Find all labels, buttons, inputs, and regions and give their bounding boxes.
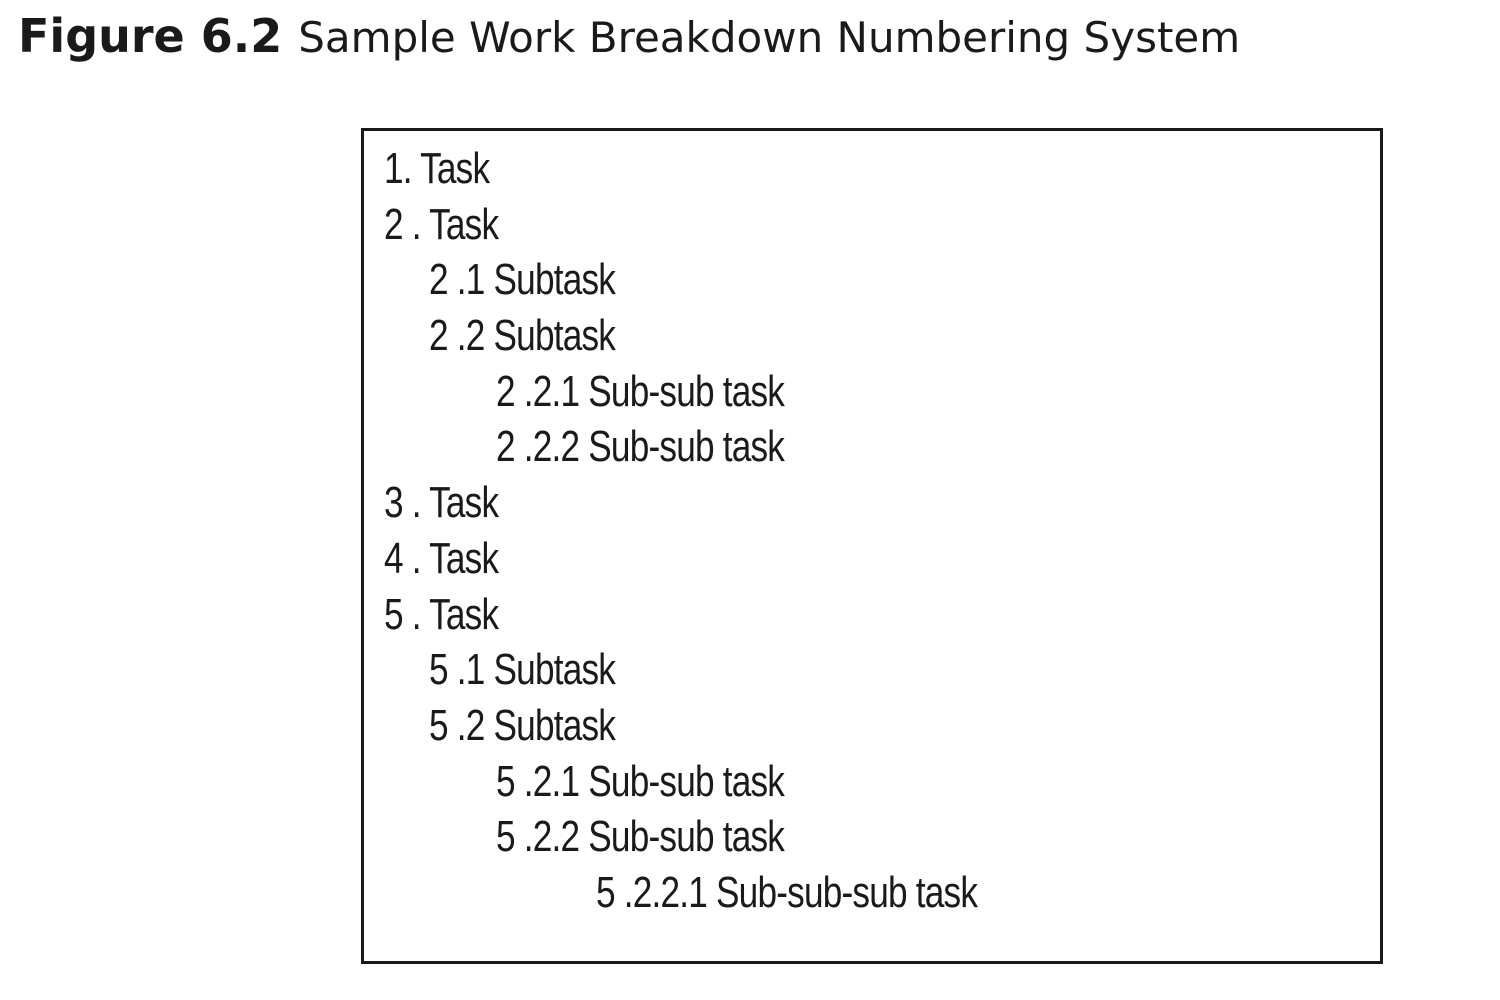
wbs-sub-subtask: 2 .2.2 Sub-sub task bbox=[496, 422, 785, 472]
wbs-sub-subtask: 2 .2.1 Sub-sub task bbox=[496, 366, 785, 416]
wbs-sub-subtask: 5 .2.1 Sub-sub task bbox=[496, 756, 785, 806]
wbs-sub-subtask: 5 .2.2 Sub-sub task bbox=[496, 812, 785, 862]
wbs-task: 2 . Task bbox=[384, 199, 499, 249]
wbs-task: 4 . Task bbox=[384, 533, 499, 583]
wbs-task: 1. Task bbox=[384, 144, 490, 193]
figure-caption: Figure 6.2 Sample Work Breakdown Numberin… bbox=[18, 8, 1240, 75]
wbs-subtask: 5 .1 Subtask bbox=[429, 645, 616, 695]
wbs-list: 1. Task 2 . Task 2 .1 Subtask 2 .2 Subta… bbox=[384, 141, 1072, 921]
wbs-subtask: 5 .2 Subtask bbox=[429, 700, 616, 750]
figure-label: Figure 6.2 bbox=[18, 9, 283, 63]
wbs-subtask: 2 .1 Subtask bbox=[429, 255, 616, 305]
figure-title: Sample Work Breakdown Numbering System bbox=[298, 13, 1241, 62]
wbs-task: 3 . Task bbox=[384, 478, 499, 528]
wbs-subtask: 2 .2 Subtask bbox=[429, 311, 616, 361]
wbs-task: 5 . Task bbox=[384, 589, 499, 639]
wbs-outline-box: 1. Task 2 . Task 2 .1 Subtask 2 .2 Subta… bbox=[361, 128, 1383, 964]
wbs-sub-sub-subtask: 5 .2.2.1 Sub-sub-sub task bbox=[596, 867, 978, 917]
